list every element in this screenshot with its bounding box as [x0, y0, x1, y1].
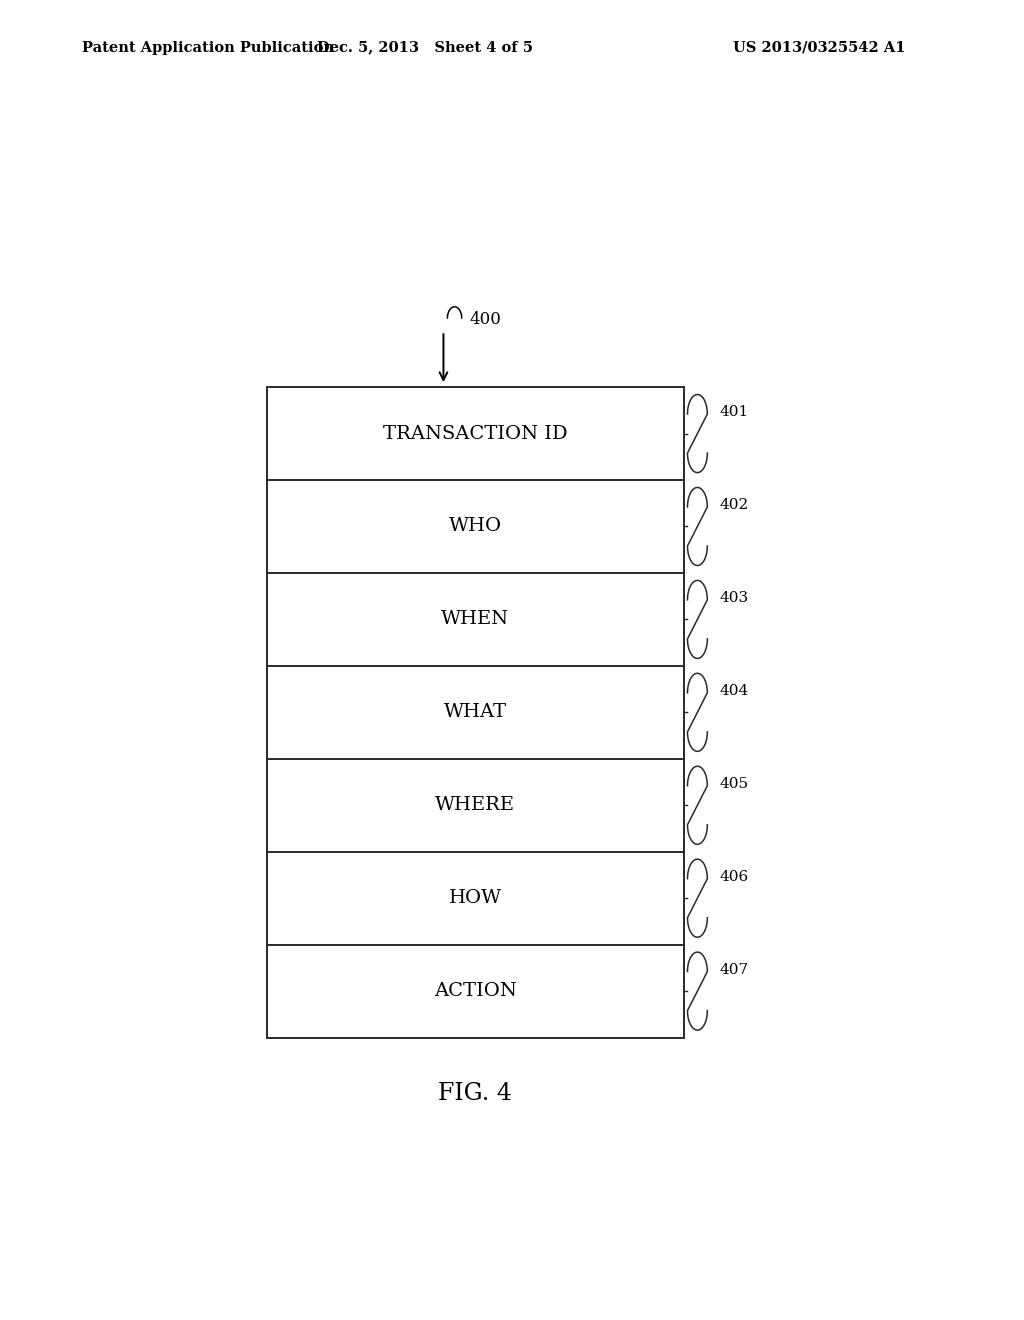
Text: ACTION: ACTION: [434, 982, 517, 1001]
Text: US 2013/0325542 A1: US 2013/0325542 A1: [733, 41, 905, 54]
Text: WHAT: WHAT: [443, 704, 507, 721]
Text: Dec. 5, 2013   Sheet 4 of 5: Dec. 5, 2013 Sheet 4 of 5: [317, 41, 532, 54]
Text: TRANSACTION ID: TRANSACTION ID: [383, 425, 567, 442]
Text: 405: 405: [719, 776, 749, 791]
Text: Patent Application Publication: Patent Application Publication: [82, 41, 334, 54]
Text: 406: 406: [719, 870, 749, 883]
Bar: [267, 387, 684, 1038]
Text: WHO: WHO: [449, 517, 502, 536]
Text: 401: 401: [719, 405, 749, 418]
Text: FIG. 4: FIG. 4: [438, 1082, 512, 1105]
Text: WHERE: WHERE: [435, 796, 515, 814]
Text: 402: 402: [719, 498, 749, 512]
Text: 400: 400: [470, 312, 502, 327]
Text: WHEN: WHEN: [441, 610, 509, 628]
Text: HOW: HOW: [449, 890, 502, 907]
Text: 404: 404: [719, 684, 749, 698]
Text: 403: 403: [719, 591, 749, 605]
Text: 407: 407: [719, 962, 749, 977]
